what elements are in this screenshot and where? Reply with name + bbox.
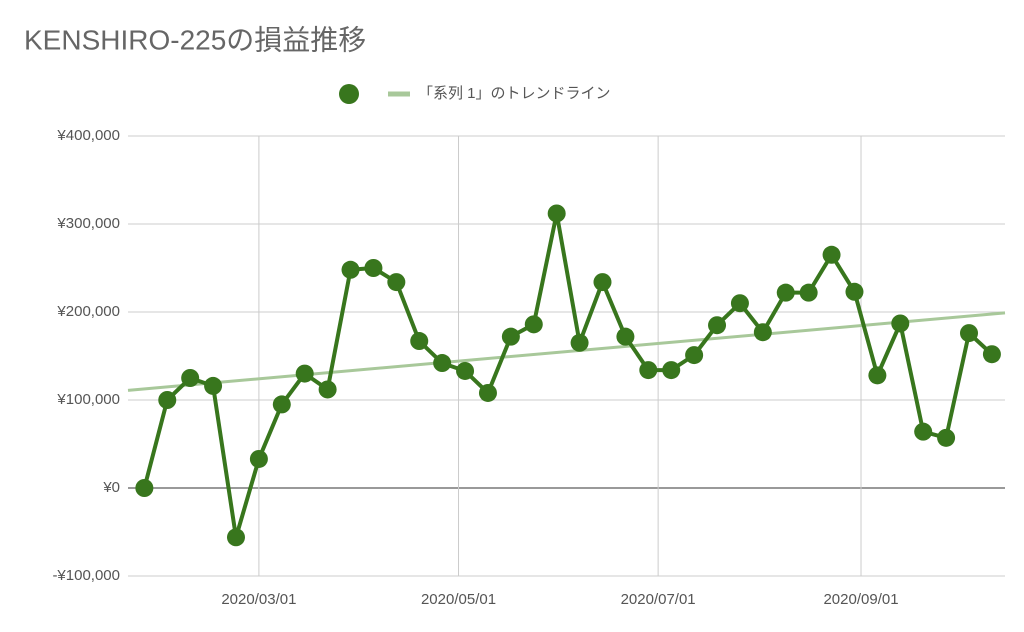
data-point	[593, 273, 612, 292]
data-point	[982, 345, 1001, 364]
x-tick-label: 2020/09/01	[823, 591, 898, 608]
x-tick-label: 2020/03/01	[221, 591, 296, 608]
data-point	[295, 364, 314, 383]
data-point	[960, 324, 979, 343]
data-point	[158, 391, 177, 409]
data-point	[845, 282, 864, 301]
data-point	[364, 259, 383, 277]
data-point	[799, 283, 818, 302]
chart-title: KENSHIRO-225の損益推移	[24, 24, 366, 55]
data-point	[547, 204, 566, 223]
data-point	[662, 361, 681, 380]
data-point	[753, 323, 772, 342]
data-point	[204, 376, 223, 395]
data-point	[226, 528, 245, 547]
data-point	[616, 327, 635, 346]
data-point	[501, 327, 520, 346]
data-point	[249, 449, 268, 468]
data-point	[272, 395, 291, 414]
data-point	[433, 354, 452, 373]
data-point	[822, 245, 841, 264]
trendline	[127, 311, 1006, 392]
data-point	[937, 428, 956, 447]
data-point	[639, 361, 658, 380]
y-tick-label: -¥100,000	[52, 567, 120, 584]
data-point	[478, 383, 497, 402]
data-point	[891, 314, 910, 333]
data-point	[387, 273, 406, 292]
data-point	[708, 316, 727, 335]
legend-marker	[339, 84, 359, 104]
data-point	[570, 333, 589, 352]
y-tick-label: ¥0	[102, 479, 120, 496]
series-line	[142, 211, 994, 540]
data-point	[914, 422, 933, 441]
data-point	[730, 294, 749, 313]
data-point	[410, 332, 429, 351]
y-tick-label: ¥100,000	[56, 391, 120, 408]
data-point	[181, 369, 200, 387]
y-tick-label: ¥400,000	[56, 127, 120, 144]
y-tick-label: ¥200,000	[56, 303, 120, 320]
data-point	[524, 315, 543, 334]
data-point	[868, 366, 887, 385]
data-point	[685, 346, 704, 365]
data-point	[776, 283, 795, 302]
x-tick-label: 2020/05/01	[421, 591, 496, 608]
data-point	[341, 260, 360, 279]
x-tick-label: 2020/07/01	[621, 591, 696, 608]
data-point	[135, 479, 154, 497]
legend-label: 「系列 1」のトレンドライン	[418, 85, 611, 102]
data-point	[456, 361, 475, 380]
y-tick-label: ¥300,000	[56, 215, 120, 232]
data-point	[318, 380, 337, 399]
